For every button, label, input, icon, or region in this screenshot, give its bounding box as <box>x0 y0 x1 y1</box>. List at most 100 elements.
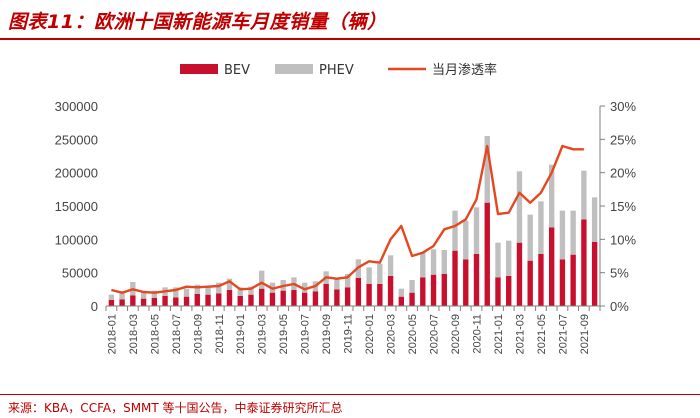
y-left-tick-label: 300000 <box>55 99 98 114</box>
bar-bev <box>506 276 512 306</box>
chart-title: 图表11：欧洲十国新能源车月度销量（辆） <box>8 11 387 33</box>
y-left-tick-label: 0 <box>91 299 98 314</box>
bar-phev <box>495 242 501 278</box>
bar-phev <box>570 210 576 255</box>
y-right-tick-label: 30% <box>610 99 636 114</box>
bar-phev <box>538 201 544 254</box>
bar-bev <box>409 292 415 306</box>
bar-bev <box>269 292 276 306</box>
bar-phev <box>119 293 125 300</box>
y-left-tick-label: 50000 <box>62 266 98 281</box>
bar-phev <box>151 290 158 298</box>
legend-label-bev: BEV <box>224 63 250 78</box>
bar-phev <box>420 252 426 278</box>
bar-phev <box>194 284 200 294</box>
bar-bev <box>162 296 168 306</box>
bar-bev <box>420 277 426 306</box>
x-tick-label: 2019-01 <box>235 314 247 354</box>
bar-phev <box>237 287 243 296</box>
bar-bev <box>334 289 340 306</box>
bar-phev <box>334 278 340 290</box>
bar-phev <box>226 278 233 290</box>
x-tick-label: 2018-01 <box>106 314 118 354</box>
bar-phev <box>516 171 523 243</box>
bar-bev <box>527 260 533 306</box>
bar-bev <box>323 284 329 306</box>
bar-phev <box>441 250 447 274</box>
bar-phev <box>344 274 351 288</box>
bar-phev <box>216 282 222 294</box>
y-left-tick-label: 150000 <box>55 199 98 214</box>
bar-bev <box>366 284 372 306</box>
x-tick-label: 2019-11 <box>343 314 355 354</box>
bar-bev <box>259 288 265 306</box>
legend-label-line: 当月渗透率 <box>432 62 497 78</box>
bar-bev <box>355 278 362 306</box>
source-note: 来源：KBA，CCFA，SMMT 等十国公告，中泰证券研究所汇总 <box>8 401 343 415</box>
x-axis-ticks: 2018-01 2018-03 2018-05 2018-07 2018-09 2018-… <box>105 306 601 354</box>
bar-bev <box>140 298 147 306</box>
bar-phev <box>463 220 469 260</box>
x-tick-label: 2018-05 <box>149 314 161 354</box>
x-tick-label: 2018-09 <box>192 314 204 354</box>
bar-bev <box>495 277 501 306</box>
bar-bev <box>301 292 308 306</box>
bar-bev <box>130 295 136 306</box>
bar-bev <box>581 219 587 306</box>
bar-phev <box>452 210 458 251</box>
bar-phev <box>430 249 437 275</box>
x-tick-label: 2020-05 <box>407 314 419 354</box>
x-tick-label: 2021-05 <box>536 314 548 354</box>
bar-bev <box>237 296 243 306</box>
bar-bev <box>216 293 222 306</box>
bar-phev <box>377 264 383 284</box>
bar-phev <box>173 287 179 298</box>
bar-phev <box>591 197 598 242</box>
y-right-tick-label: 5% <box>610 266 629 281</box>
bar-bev <box>516 242 523 306</box>
x-tick-label: 2019-09 <box>321 314 333 354</box>
bar-phev <box>248 286 254 295</box>
title-rule <box>0 38 700 40</box>
bar-phev <box>527 214 533 261</box>
y-right-tick-label: 15% <box>610 199 636 214</box>
bars <box>108 136 598 306</box>
bar-phev <box>506 240 512 276</box>
bar-bev <box>484 202 490 306</box>
bar-phev <box>581 170 587 220</box>
bar-bev <box>387 276 394 306</box>
x-tick-label: 2018-07 <box>171 314 183 354</box>
penetration-line-layer <box>111 144 584 294</box>
bar-bev <box>473 254 480 306</box>
legend: BEV PHEV 当月渗透率 <box>180 62 497 78</box>
y-right-tick-label: 20% <box>610 166 636 181</box>
x-tick-label: 2021-03 <box>514 314 526 354</box>
legend-label-phev: PHEV <box>319 63 354 78</box>
x-tick-label: 2020-09 <box>450 314 462 354</box>
x-tick-label: 2020-01 <box>364 314 376 354</box>
bar-phev <box>259 270 265 289</box>
bar-phev <box>409 280 415 293</box>
bar-bev <box>398 296 405 306</box>
bar-phev <box>205 286 211 295</box>
bar-phev <box>559 210 566 260</box>
bar-bev <box>344 287 351 306</box>
bar-bev <box>559 259 566 306</box>
y-left-tick-label: 200000 <box>55 166 98 181</box>
legend-swatch-bev <box>180 64 218 74</box>
x-tick-label: 2020-11 <box>472 314 484 354</box>
x-tick-label: 2019-03 <box>257 314 269 354</box>
x-tick-label: 2019-05 <box>278 314 290 354</box>
x-tick-label: 2018-11 <box>214 314 226 354</box>
y-right-tick-label: 25% <box>610 132 636 147</box>
bar-phev <box>387 255 394 276</box>
bar-phev <box>473 207 480 254</box>
bar-bev <box>151 298 158 306</box>
y-left-tick-label: 100000 <box>55 232 98 247</box>
bar-bev <box>173 297 179 306</box>
bar-bev <box>377 284 383 306</box>
bar-bev <box>591 242 598 306</box>
bar-phev <box>301 282 308 293</box>
x-tick-label: 2020-03 <box>386 314 398 354</box>
title-bar: 图表11：欧洲十国新能源车月度销量（辆） <box>0 0 700 40</box>
